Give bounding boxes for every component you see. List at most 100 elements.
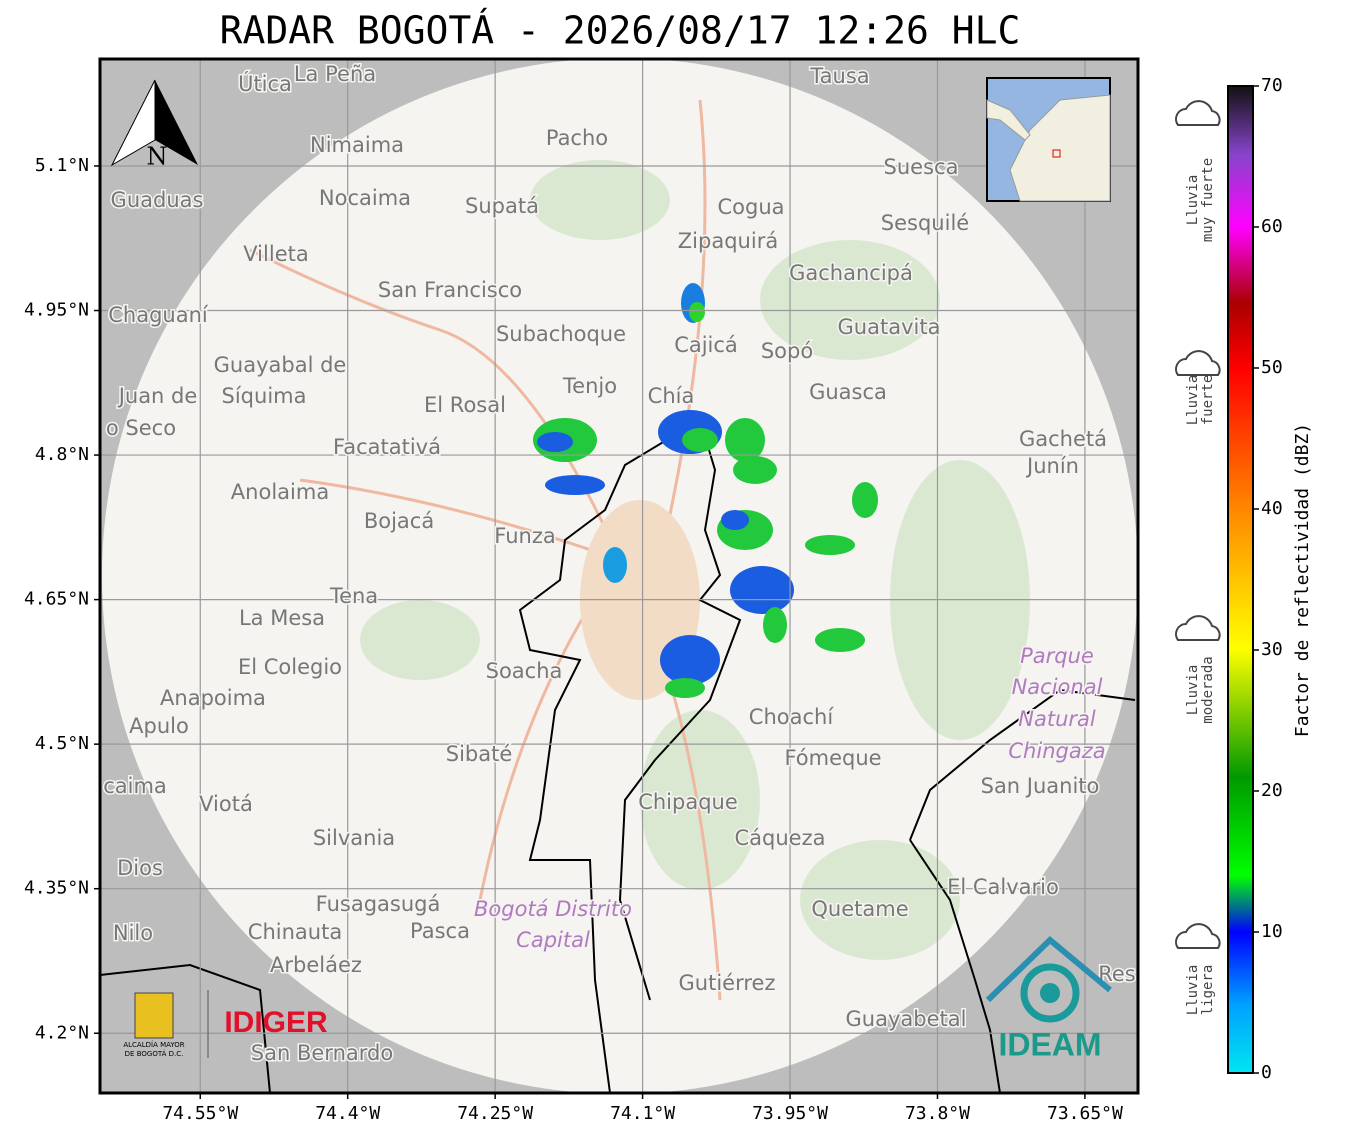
place-label: Pasca	[410, 919, 470, 943]
x-tick-label: 73.95°W	[752, 1103, 828, 1124]
place-label: Nimaima	[310, 133, 404, 157]
place-label: Chipaque	[638, 790, 738, 814]
place-label: Tausa	[809, 64, 869, 88]
y-tick-label: 4.8°N	[35, 444, 89, 465]
place-label: San Francisco	[378, 278, 522, 302]
place-label: Natural	[1018, 707, 1096, 731]
place-label: Viotá	[199, 792, 253, 816]
idiger-logo: IDIGER	[224, 1006, 328, 1039]
place-label: Juan de	[117, 384, 198, 408]
alcaldia-text: ALCALDÍA MAYOR	[123, 1040, 184, 1049]
place-label: Soacha	[486, 659, 563, 683]
place-label: La Peña	[294, 62, 376, 86]
colorbar-tick-label: 0	[1261, 1062, 1272, 1083]
place-label: Sopó	[761, 339, 813, 363]
place-label: Sibaté	[446, 742, 513, 766]
place-label: Útica	[238, 71, 292, 96]
colorbar-tick-label: 50	[1261, 357, 1283, 378]
graticule	[100, 59, 1138, 1093]
place-label: Subachoque	[496, 322, 626, 346]
place-label: Cáqueza	[735, 826, 826, 850]
place-labels: Útica La Peña Tausa Pacho Nimaima Guaduas Noca…	[102, 61, 1138, 1067]
place-label: Gutiérrez	[679, 971, 776, 995]
place-label: Pacho	[546, 126, 608, 150]
place-label: Quetame	[811, 897, 908, 921]
place-label: La Mesa	[239, 606, 325, 630]
place-label: Chaguaní	[108, 303, 209, 327]
place-label: Funza	[494, 524, 555, 548]
place-label: Tena	[329, 584, 378, 608]
place-label: Cogua	[717, 195, 784, 219]
place-label: Gachancipá	[789, 261, 913, 285]
place-label: Gachetá	[1019, 427, 1107, 451]
place-label: Síquima	[222, 384, 307, 408]
rain-label: ligera	[1200, 965, 1216, 1016]
place-label: Cajicá	[674, 333, 738, 357]
y-tick-label: 4.5°N	[35, 733, 89, 754]
radar-echoes	[533, 283, 878, 698]
place-label: Suesca	[884, 155, 959, 179]
place-label: Zipaquirá	[678, 229, 778, 253]
place-label: Junín	[1025, 454, 1079, 478]
cloud-icon	[1175, 615, 1221, 641]
place-label: Guaduas	[111, 188, 204, 212]
x-tick-label: 73.8°W	[905, 1103, 970, 1124]
rain-level: Lluvia fuerte	[1175, 350, 1221, 426]
colorbar	[1227, 85, 1254, 1074]
rain-label: Lluvia	[1185, 175, 1201, 226]
title: RADAR BOGOTÁ - 2026/08/17 12:26 HLC	[220, 9, 1021, 53]
colorbar-tick-label: 40	[1261, 498, 1283, 519]
place-label: Supatá	[465, 194, 539, 218]
place-label: Apulo	[129, 714, 189, 738]
place-label: Nocaima	[319, 186, 411, 210]
rain-level: Lluvia moderada	[1175, 615, 1221, 724]
rain-level: Lluvia ligera	[1175, 923, 1221, 1016]
place-label: Fómeque	[784, 746, 881, 770]
x-tick-label: 74.1°W	[610, 1103, 675, 1124]
place-label: El Colegio	[238, 655, 342, 679]
cloud-icon	[1175, 923, 1221, 949]
place-label: San Juanito	[981, 774, 1100, 798]
place-label: Arbeláez	[270, 953, 362, 977]
place-label: Parque	[1020, 644, 1094, 668]
place-label: Fusagasugá	[316, 892, 441, 916]
map-frame	[98, 57, 1140, 1095]
cloud-icon	[1175, 100, 1221, 126]
alcaldia-text: DE BOGOTÁ D.C.	[125, 1049, 184, 1058]
place-label: caima	[103, 774, 167, 798]
place-label: Villeta	[243, 242, 308, 266]
inset-map	[986, 77, 1111, 202]
place-label: Guayabetal	[846, 1007, 967, 1031]
place-label: Bogotá Distrito	[474, 897, 632, 921]
x-tick-label: 74.4°W	[315, 1103, 380, 1124]
place-label: Chingaza	[1008, 739, 1105, 763]
y-tick-label: 4.35°N	[24, 878, 89, 899]
map: Útica La Peña Tausa Pacho Nimaima Guaduas Noca…	[100, 59, 1138, 1093]
place-label: Capital	[516, 928, 590, 952]
place-label: Guasca	[809, 380, 887, 404]
rain-label: Lluvia	[1185, 375, 1201, 426]
rain-level: Lluvia muy fuerte	[1175, 100, 1221, 242]
place-label: Tenjo	[562, 374, 617, 398]
ideam-text: IDEAM	[998, 1026, 1101, 1062]
place-label: Sesquilé	[881, 211, 969, 235]
place-label: El Rosal	[424, 393, 506, 417]
place-label: Anolaima	[231, 480, 329, 504]
x-tick-label: 74.25°W	[457, 1103, 533, 1124]
rain-label: fuerte	[1200, 375, 1216, 426]
ideam-logo: IDEAM	[985, 935, 1112, 1062]
vegetation	[360, 160, 1030, 960]
colorbar-label: Factor de reflectividad (dBZ)	[1292, 423, 1313, 737]
rain-label: moderada	[1200, 656, 1216, 723]
colorbar-tick-label: 30	[1261, 639, 1283, 660]
place-label: Guatavita	[838, 315, 941, 339]
colorbar-tick-label: 70	[1261, 75, 1283, 96]
place-label: Dios	[117, 856, 163, 880]
place-label: Nacional	[1012, 675, 1103, 699]
cloud-icon	[1175, 350, 1221, 376]
alcaldia-logo: ALCALDÍA MAYOR DE BOGOTÁ D.C.	[123, 990, 209, 1058]
x-tick-label: 74.55°W	[162, 1103, 238, 1124]
x-tick-label: 73.65°W	[1047, 1103, 1123, 1124]
north-arrow: N	[110, 79, 198, 171]
